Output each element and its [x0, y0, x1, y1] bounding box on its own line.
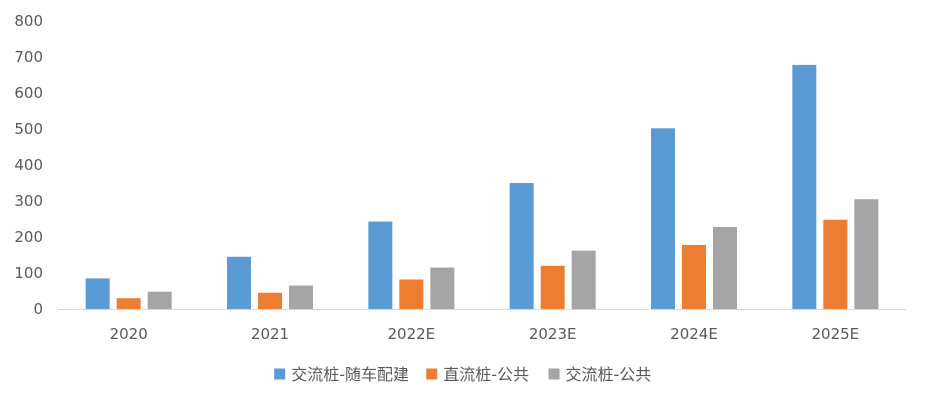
bar — [147, 291, 172, 309]
y-tick-label: 700 — [14, 48, 43, 66]
bar — [651, 128, 675, 309]
bar — [823, 219, 848, 309]
legend-swatch — [274, 368, 286, 380]
bar — [792, 64, 817, 309]
y-tick-label: 600 — [14, 84, 43, 102]
x-tick-label: 2025E — [812, 325, 860, 343]
legend-swatch — [426, 368, 438, 380]
bar — [116, 298, 141, 309]
bar — [430, 267, 455, 309]
bar — [258, 292, 282, 309]
legend-label: 直流桩-公共 — [443, 365, 529, 384]
y-tick-label: 200 — [14, 228, 43, 246]
y-tick-label: 100 — [14, 264, 43, 282]
bars — [85, 64, 879, 309]
legend-label: 交流桩-随车配建 — [291, 365, 409, 384]
bar — [509, 183, 534, 309]
bar — [399, 279, 424, 309]
y-tick-label: 400 — [14, 156, 43, 174]
y-tick-label: 0 — [33, 300, 43, 318]
bar — [85, 278, 110, 309]
y-tick-label: 300 — [14, 192, 43, 210]
x-tick-label: 2021 — [251, 325, 289, 343]
x-tick-label: 2020 — [110, 325, 148, 343]
y-axis-tick-labels: 0 100 200 300 400 500 600 700 800 — [14, 12, 43, 318]
bar — [571, 250, 596, 309]
bar — [854, 199, 879, 309]
y-tick-label: 800 — [14, 12, 43, 30]
bar — [289, 285, 313, 309]
x-tick-label: 2024E — [670, 325, 718, 343]
bar — [540, 265, 565, 309]
legend: 交流桩-随车配建 直流桩-公共 交流桩-公共 — [274, 365, 651, 384]
x-tick-label: 2022E — [388, 325, 436, 343]
legend-item: 交流桩-公共 — [548, 365, 652, 384]
x-axis-tick-labels: 2020 2021 2022E 2023E 2024E 2025E — [110, 325, 860, 343]
bar — [713, 226, 737, 309]
y-tick-label: 500 — [14, 120, 43, 138]
legend-item: 交流桩-随车配建 — [274, 365, 409, 384]
bar — [682, 244, 706, 309]
bar — [227, 256, 251, 309]
legend-item: 直流桩-公共 — [426, 365, 529, 384]
bar — [368, 221, 393, 309]
x-tick-label: 2023E — [529, 325, 577, 343]
legend-swatch — [548, 368, 560, 380]
legend-label: 交流桩-公共 — [566, 365, 652, 384]
